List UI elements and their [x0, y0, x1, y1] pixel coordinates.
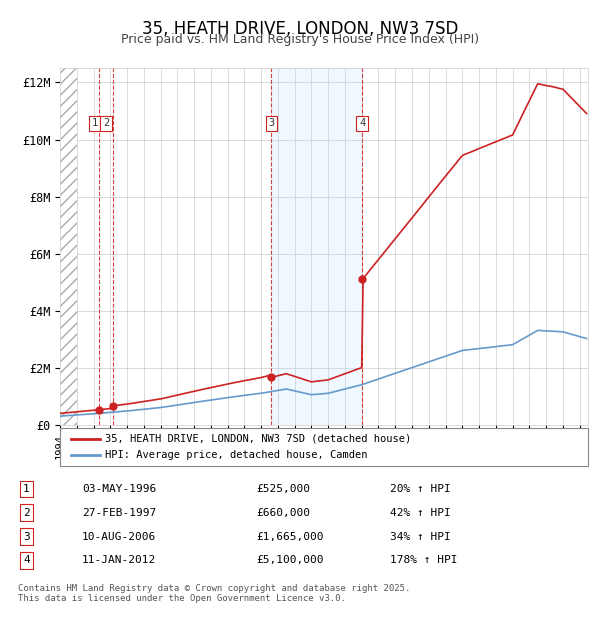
Text: 3: 3 [268, 118, 274, 128]
Text: 03-MAY-1996: 03-MAY-1996 [82, 484, 156, 494]
Text: 27-FEB-1997: 27-FEB-1997 [82, 508, 156, 518]
Text: HPI: Average price, detached house, Camden: HPI: Average price, detached house, Camd… [105, 451, 367, 461]
Text: 178% ↑ HPI: 178% ↑ HPI [391, 556, 458, 565]
Text: £1,665,000: £1,665,000 [256, 531, 324, 542]
Text: 4: 4 [359, 118, 365, 128]
Text: 42% ↑ HPI: 42% ↑ HPI [391, 508, 451, 518]
Text: £525,000: £525,000 [256, 484, 310, 494]
Text: Contains HM Land Registry data © Crown copyright and database right 2025.
This d: Contains HM Land Registry data © Crown c… [18, 584, 410, 603]
Text: 10-AUG-2006: 10-AUG-2006 [82, 531, 156, 542]
Text: 11-JAN-2012: 11-JAN-2012 [82, 556, 156, 565]
Text: 20% ↑ HPI: 20% ↑ HPI [391, 484, 451, 494]
Bar [60, 68, 77, 425]
Bar [271, 68, 362, 425]
Text: £660,000: £660,000 [256, 508, 310, 518]
Text: 2: 2 [103, 118, 109, 128]
Text: 2: 2 [23, 508, 30, 518]
Text: 35, HEATH DRIVE, LONDON, NW3 7SD: 35, HEATH DRIVE, LONDON, NW3 7SD [142, 20, 458, 38]
Text: 3: 3 [23, 531, 30, 542]
Text: 35, HEATH DRIVE, LONDON, NW3 7SD (detached house): 35, HEATH DRIVE, LONDON, NW3 7SD (detach… [105, 433, 411, 443]
Text: 34% ↑ HPI: 34% ↑ HPI [391, 531, 451, 542]
Text: 1: 1 [23, 484, 30, 494]
Text: Price paid vs. HM Land Registry's House Price Index (HPI): Price paid vs. HM Land Registry's House … [121, 33, 479, 46]
Text: £5,100,000: £5,100,000 [256, 556, 324, 565]
Text: 1: 1 [91, 118, 97, 128]
Text: 4: 4 [23, 556, 30, 565]
